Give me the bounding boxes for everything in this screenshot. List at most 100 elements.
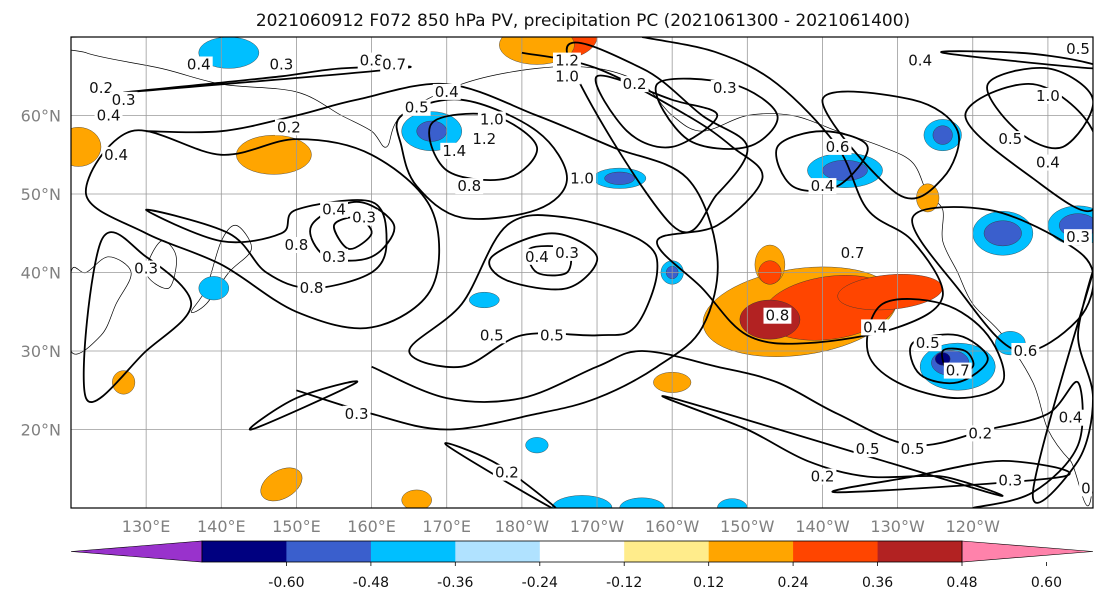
pv-contour xyxy=(146,82,719,431)
pv-contour xyxy=(333,216,373,250)
contour-label: 0.3 xyxy=(269,56,293,74)
colorbar-tick-label: 0.36 xyxy=(862,575,893,591)
colorbar-swatch xyxy=(624,541,710,562)
contour-label: 0.3 xyxy=(713,79,737,97)
lat-tick-label: 60°N xyxy=(21,107,61,126)
contour-label-bg xyxy=(620,76,649,93)
contour-label-bg xyxy=(553,68,581,85)
pv-contour xyxy=(145,199,388,290)
contour-label: 0.4 xyxy=(908,52,932,70)
contour-label-bg xyxy=(102,146,131,163)
pv-contour xyxy=(821,90,960,200)
contour-label-bg xyxy=(861,319,889,336)
contour-label-bg xyxy=(267,56,296,73)
contour-label: 0.4 xyxy=(525,248,549,266)
contour-label: 0.2 xyxy=(1081,479,1105,497)
precip-area xyxy=(198,37,260,69)
contour-label: 0.4 xyxy=(104,146,128,164)
contour-label: 0.6 xyxy=(826,138,850,156)
contour-label-bg xyxy=(1064,229,1092,246)
contour-label: 0.8 xyxy=(360,52,384,70)
contour-label-bg xyxy=(297,280,326,297)
contour-label: 0.4 xyxy=(322,201,346,219)
contour-label: 1.0 xyxy=(555,67,579,85)
lon-tick-label: 130°E xyxy=(122,517,171,536)
lon-tick-label: 130°W xyxy=(870,517,925,536)
contour-label: 0.7 xyxy=(382,56,406,74)
colorbar-swatch xyxy=(708,541,794,562)
coastline xyxy=(145,240,177,289)
pv-contour xyxy=(122,65,412,94)
colorbar-tick-label: -0.36 xyxy=(437,575,473,591)
contour-label-bg xyxy=(94,107,123,124)
contour-label-bg xyxy=(913,335,942,352)
map-panel: 0.4 0.30.20.30.40.20.40.80.7 1.21.00.50.41… xyxy=(70,36,1105,509)
contour-label: 1.0 xyxy=(480,110,504,128)
colorbar-tick-label: 0.60 xyxy=(1031,575,1062,591)
contour-label: 0.2 xyxy=(495,464,519,482)
colorbar-extend-high xyxy=(961,540,1094,563)
contour-label: 0.4 xyxy=(435,83,459,101)
pv-contour xyxy=(594,74,719,149)
lon-tick-label: 120°W xyxy=(946,517,1001,536)
precip-area xyxy=(401,489,432,508)
contour-label: 0.4 xyxy=(1036,154,1060,172)
longitude-axis: 130°E 140°E 150°E 160°E 170°E 180°W 170°W 160°W… xyxy=(122,517,1000,536)
lat-tick-label: 50°N xyxy=(21,185,61,204)
contour-label-bg xyxy=(943,362,972,379)
contour-label: 0.5 xyxy=(856,440,880,458)
contour-label: 0.8 xyxy=(300,279,324,297)
contour-label-bg xyxy=(132,260,161,277)
contour-label: 0.3 xyxy=(322,248,346,266)
contour-label-bg xyxy=(808,468,837,485)
contour-label: 0.7 xyxy=(946,362,970,380)
contour-label: 0.8 xyxy=(457,177,481,195)
colorbar-swatch xyxy=(539,541,625,562)
lat-tick-label: 40°N xyxy=(21,264,61,283)
pv-contour xyxy=(940,50,1093,70)
pv-contour xyxy=(521,37,944,345)
contour-label: 0.8 xyxy=(765,307,789,325)
contour-label-bg xyxy=(996,472,1025,489)
contour-label: 0.4 xyxy=(811,177,835,195)
colorbar-tick-label: -0.24 xyxy=(522,575,558,591)
lon-tick-label: 150°E xyxy=(272,517,321,536)
map-frame xyxy=(70,36,1094,509)
contour-label-bg xyxy=(763,307,792,324)
contour-label: 0.2 xyxy=(623,75,647,93)
colorbar-swatch xyxy=(370,541,456,562)
contour-label-bg xyxy=(492,464,521,481)
lon-tick-label: 180°W xyxy=(495,517,550,536)
contour-label: 0.3 xyxy=(998,472,1022,490)
contour-label-bg xyxy=(282,237,311,253)
contour-label-bg xyxy=(1079,480,1093,497)
colorbar: -0.60 -0.48 -0.36 -0.24 -0.12 0.12 0.24 0.36 0.4… xyxy=(70,540,1094,591)
pv-contour xyxy=(866,298,1005,400)
contour-label-bg xyxy=(553,52,581,69)
contour-label-bg xyxy=(853,441,882,458)
contour-label-bg xyxy=(710,80,739,96)
contour-label-bg xyxy=(440,142,469,159)
colorbar-tick-label: 0.48 xyxy=(946,575,977,591)
contour-label: 0.4 xyxy=(187,56,211,74)
contour-label-bg xyxy=(380,56,409,73)
contour-label-bg xyxy=(523,248,551,265)
lat-tick-label: 20°N xyxy=(21,421,61,440)
contour-label-bg xyxy=(568,170,596,187)
contour-label-bg xyxy=(1011,343,1040,359)
lon-tick-label: 150°W xyxy=(720,517,775,536)
contour-label-bg xyxy=(402,99,431,116)
contour-label: 0.5 xyxy=(916,334,940,352)
colorbar-extend-low xyxy=(70,540,203,563)
contour-label: 0.4 xyxy=(863,318,887,336)
contour-label: 1.4 xyxy=(442,142,466,160)
map-title: 2021060912 F072 850 hPa PV, precipitatio… xyxy=(256,11,910,31)
coastline xyxy=(71,37,1093,507)
contour-label-bg xyxy=(87,80,115,96)
colorbar-swatch xyxy=(793,541,878,562)
contour-label: 0.2 xyxy=(89,79,113,97)
contour-label-bg xyxy=(477,111,506,128)
colorbar-swatch xyxy=(455,541,541,562)
contour-label: 1.0 xyxy=(570,169,594,187)
precip-area xyxy=(71,127,102,167)
